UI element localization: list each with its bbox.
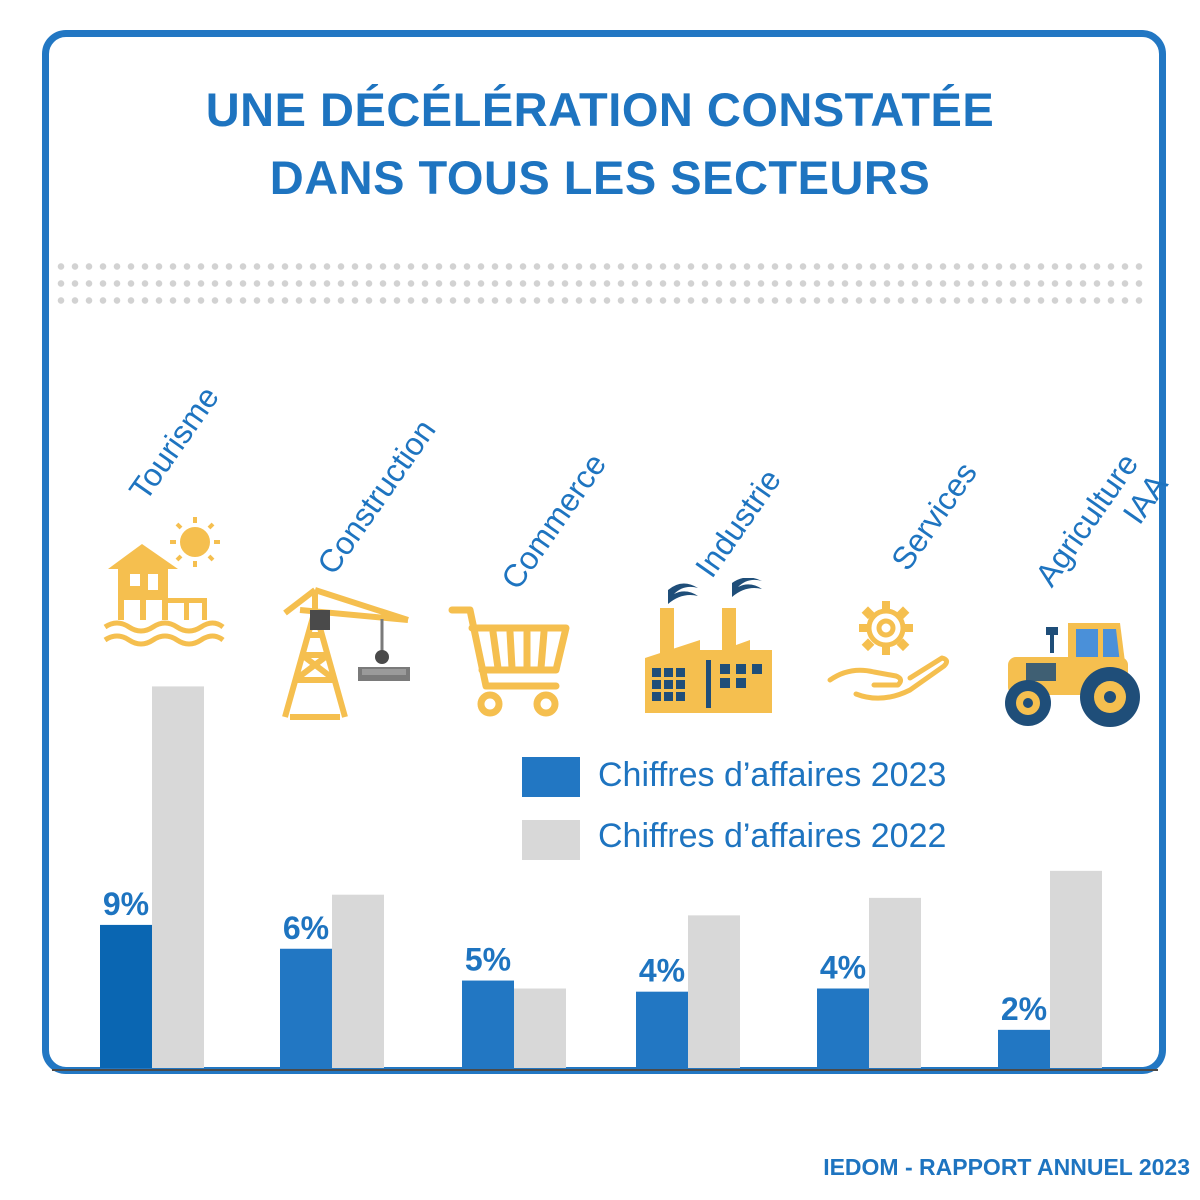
chart-title-line-2: DANS TOUS LES SECTEURS xyxy=(269,151,931,204)
bar-2023-construction xyxy=(280,948,332,1068)
dotted-divider xyxy=(54,279,1148,288)
crane-icon xyxy=(282,587,410,720)
bar-2022-tourisme xyxy=(152,686,204,1068)
source-credit: IEDOM - RAPPORT ANNUEL 2023 xyxy=(823,1154,1190,1180)
legend-label-2022: Chiffres d’affaires 2022 xyxy=(598,817,947,855)
bar-2023-agriculture xyxy=(998,1029,1050,1068)
bar-2023-services xyxy=(817,988,869,1068)
bar-2023-tourisme xyxy=(100,924,152,1068)
dotted-divider xyxy=(54,296,1148,305)
bar-2022-industrie xyxy=(688,915,740,1068)
data-label-construction: 6% xyxy=(283,910,329,946)
legend-swatch-2023 xyxy=(522,757,580,797)
data-label-tourisme: 9% xyxy=(103,886,149,922)
dotted-divider xyxy=(54,262,1148,271)
data-label-agriculture: 2% xyxy=(1001,991,1047,1027)
beach-house-sun-icon xyxy=(103,517,225,647)
data-label-services: 4% xyxy=(820,950,866,986)
data-label-commerce: 5% xyxy=(465,942,511,978)
gear-hand-icon xyxy=(827,601,950,701)
shopping-cart-icon xyxy=(448,606,570,717)
factory-icon xyxy=(645,578,772,713)
bar-2022-agriculture xyxy=(1050,870,1102,1068)
tractor-icon xyxy=(1005,623,1140,727)
data-label-industrie: 4% xyxy=(639,953,685,989)
legend-label-2023: Chiffres d’affaires 2023 xyxy=(598,756,947,794)
bar-2023-industrie xyxy=(636,991,688,1068)
legend-swatch-2022 xyxy=(522,820,580,860)
bar-2023-commerce xyxy=(462,980,514,1068)
bar-2022-construction xyxy=(332,894,384,1068)
bar-2022-commerce xyxy=(514,988,566,1068)
chart-title-line-1: UNE DÉCÉLÉRATION CONSTATÉE xyxy=(205,83,995,136)
bar-2022-services xyxy=(869,897,921,1068)
